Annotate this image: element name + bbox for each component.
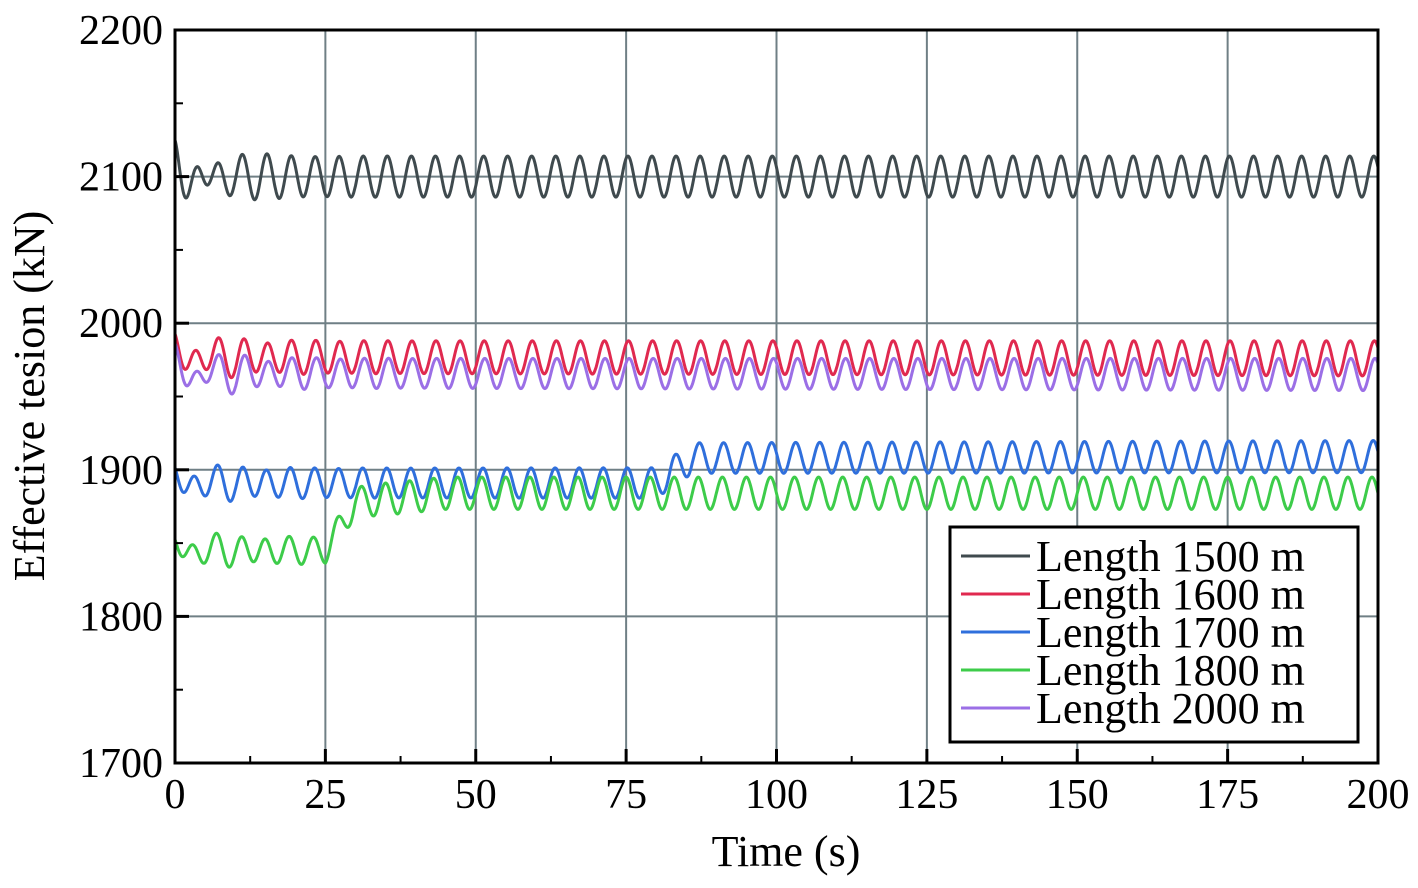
x-tick-label: 75 [605,772,647,818]
legend-label: Length 1500 m [1036,532,1305,581]
x-tick-label: 50 [455,772,497,818]
axis-ticks [173,28,1380,765]
legend-label: Length 1800 m [1036,646,1305,695]
x-tick-labels: 0 25 50 75 100 125 150 175 200 [165,772,1410,818]
series-line-length-1500-m [173,139,1380,202]
legend-box [948,525,1360,744]
x-tick-label: 175 [1196,772,1259,818]
y-axis-label: Effective tesion (kN) [5,211,54,582]
x-tick-label: 150 [1046,772,1109,818]
legend-label: Length 1600 m [1036,570,1305,619]
x-tick-label: 0 [165,772,186,818]
series-line-length-2000-m [173,342,1380,396]
legend-label: Length 2000 m [1036,684,1305,733]
x-tick-label: 200 [1347,772,1410,818]
x-tick-label: 25 [304,772,346,818]
y-tick-label: 2100 [79,155,163,201]
series-line-length-1800-m [173,475,1380,569]
x-tick-label: 125 [895,772,958,818]
series-line-length-1700-m [173,439,1380,503]
x-tick-label: 100 [745,772,808,818]
y-tick-labels: 1700 1800 1900 2000 2100 2200 [79,8,163,787]
legend-label: Length 1700 m [1036,608,1305,657]
y-tick-label: 1700 [79,741,163,787]
series-line-length-1600-m [173,333,1380,380]
x-axis-label: Time (s) [712,827,861,876]
y-tick-label: 2200 [79,8,163,54]
y-tick-label: 1900 [79,448,163,494]
series-group [173,139,1380,569]
y-tick-label: 1800 [79,594,163,640]
grid-lines [175,30,1378,763]
y-tick-label: 2000 [79,301,163,347]
